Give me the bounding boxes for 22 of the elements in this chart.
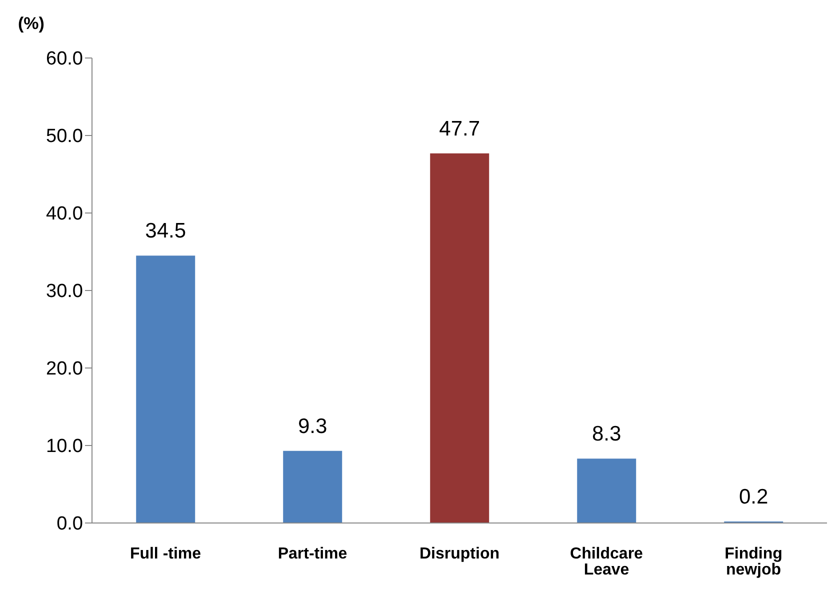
bar [136, 256, 196, 523]
data-label: 9.3 [298, 414, 328, 438]
y-axis-title: (%) [18, 14, 44, 34]
y-tick-label: 20.0 [46, 358, 83, 380]
data-label: 8.3 [592, 422, 622, 446]
x-tick-label: Childcare Leave [570, 545, 644, 578]
y-tick-label: 10.0 [46, 436, 83, 458]
x-tick-label: Finding newjob [724, 545, 782, 578]
data-label: 47.7 [439, 117, 480, 140]
data-label: 0.2 [739, 485, 768, 508]
x-tick-label: Disruption [420, 545, 500, 562]
bar [577, 458, 636, 523]
bar [283, 450, 342, 523]
x-tick-label: Full -time [130, 545, 202, 562]
y-tick-label: 30.0 [46, 281, 83, 302]
bar [430, 153, 490, 523]
y-tick-label: 0.0 [56, 514, 83, 535]
data-label: 34.5 [145, 220, 186, 243]
y-tick-label: 40.0 [46, 204, 83, 225]
y-tick-label: 60.0 [46, 48, 83, 70]
y-tick-label: 50.0 [46, 126, 83, 148]
x-tick-label: Part-time [278, 545, 348, 562]
